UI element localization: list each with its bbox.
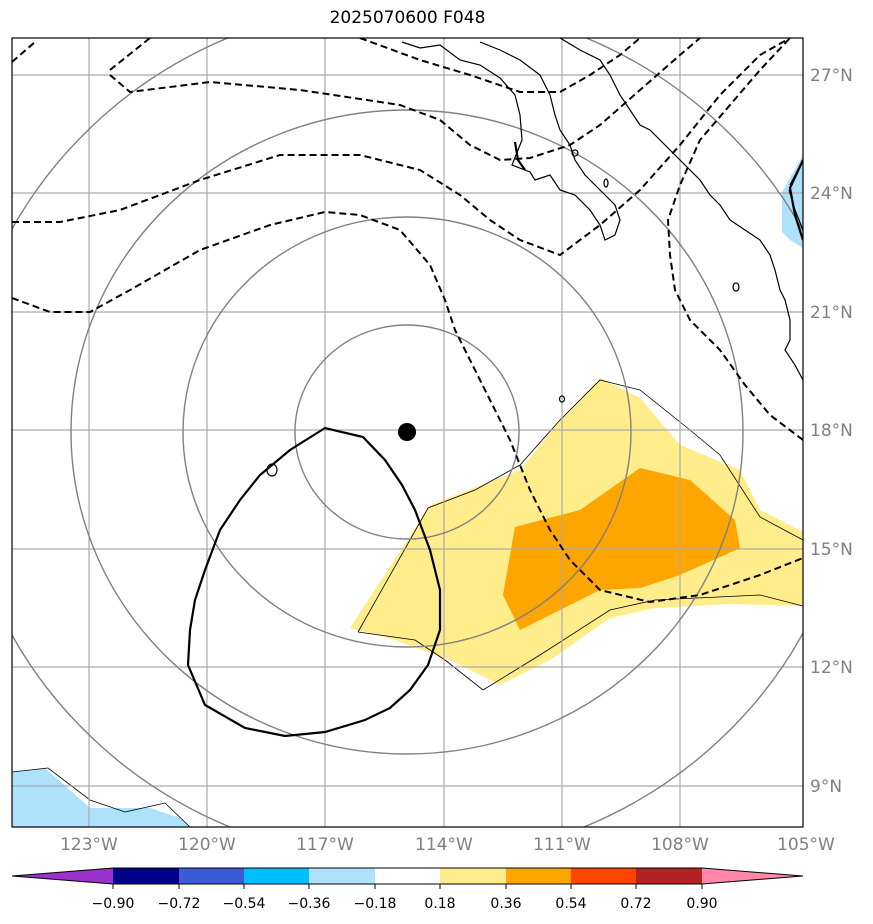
lat-label: 18°N — [810, 421, 853, 441]
range-rings — [12, 38, 803, 827]
colorbar-segment — [571, 868, 636, 884]
map-title: 2025070600 F048 — [329, 8, 486, 28]
lon-label: 108°W — [651, 835, 709, 855]
colorbar-segment — [440, 868, 506, 884]
colorbar-segment — [636, 868, 702, 884]
longitude-labels: 123°W 120°W 117°W 114°W 111°W 108°W 105°… — [60, 835, 835, 855]
colorbar-extend-right — [702, 868, 803, 884]
colorbar-segment — [309, 868, 375, 884]
coastline — [266, 38, 803, 477]
colorbar-label: 0.72 — [620, 896, 651, 912]
coastline-thick — [513, 141, 803, 241]
colorbar-segment — [244, 868, 309, 884]
positive-anomaly-shading — [350, 378, 803, 685]
lat-label: 9°N — [810, 777, 842, 797]
light-blue-region-southwest — [12, 768, 190, 827]
colorbar-segment — [179, 868, 244, 884]
colorbar-label: 0.54 — [555, 896, 586, 912]
lat-label: 15°N — [810, 540, 853, 560]
range-ring-2 — [182, 216, 632, 648]
dashed-contours — [12, 38, 803, 604]
colorbar-label: 0.36 — [490, 896, 521, 912]
map-frame — [11, 37, 804, 828]
lat-label: 24°N — [810, 184, 853, 204]
lon-label: 105°W — [777, 835, 835, 855]
thin-contour-sw — [12, 767, 191, 827]
lon-label: 120°W — [178, 835, 236, 855]
storm-center-marker — [398, 423, 416, 441]
range-ring-1 — [294, 324, 520, 540]
range-ring-3 — [70, 109, 744, 755]
solid-contour — [186, 426, 442, 738]
colorbar-label: −0.72 — [158, 896, 201, 912]
range-ring-4 — [12, 38, 803, 827]
colorbar-label: −0.36 — [288, 896, 331, 912]
lon-label: 117°W — [296, 835, 354, 855]
colorbar-label: −0.90 — [92, 896, 135, 912]
colorbar-label: −0.54 — [223, 896, 266, 912]
colorbar-segment — [375, 868, 440, 884]
colorbar-segment — [113, 868, 179, 884]
colorbar-segment — [506, 868, 571, 884]
lon-label: 123°W — [60, 835, 118, 855]
map-area — [12, 38, 803, 827]
colorbar-label: 0.18 — [424, 896, 455, 912]
lon-label: 111°W — [533, 835, 591, 855]
latitude-labels: 27°N 24°N 21°N 18°N 15°N 12°N 9°N — [810, 66, 853, 797]
lon-label: 114°W — [415, 835, 473, 855]
colorbar-extend-left — [12, 868, 113, 884]
lat-label: 27°N — [810, 66, 853, 86]
colorbar: −0.90 −0.72 −0.54 −0.36 −0.18 0.18 0.36 … — [11, 867, 804, 912]
colorbar-label: 0.90 — [686, 896, 717, 912]
lat-label: 12°N — [810, 658, 853, 678]
lat-label: 21°N — [810, 303, 853, 323]
colorbar-label: −0.18 — [354, 896, 397, 912]
